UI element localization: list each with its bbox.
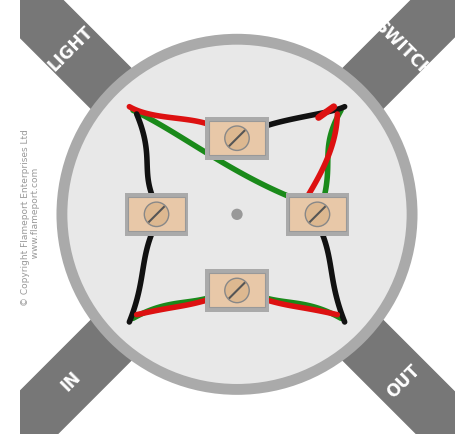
FancyBboxPatch shape: [209, 274, 265, 308]
FancyBboxPatch shape: [125, 194, 188, 236]
Polygon shape: [328, 306, 474, 434]
Circle shape: [225, 279, 249, 303]
FancyBboxPatch shape: [286, 194, 349, 236]
Circle shape: [56, 35, 418, 395]
Text: IN: IN: [57, 367, 84, 394]
FancyBboxPatch shape: [205, 270, 269, 312]
Text: SWITCH: SWITCH: [371, 16, 436, 82]
Circle shape: [144, 203, 169, 227]
Circle shape: [231, 209, 243, 220]
Circle shape: [305, 203, 330, 227]
FancyBboxPatch shape: [209, 122, 265, 156]
FancyBboxPatch shape: [128, 198, 185, 232]
Text: OUT: OUT: [383, 360, 423, 401]
Circle shape: [225, 127, 249, 151]
Text: LIGHT: LIGHT: [45, 23, 97, 75]
Circle shape: [67, 46, 407, 384]
Polygon shape: [0, 0, 146, 124]
FancyBboxPatch shape: [289, 198, 346, 232]
Text: © Copyright Flameport Enterprises Ltd
   www.flameport.com: © Copyright Flameport Enterprises Ltd ww…: [21, 129, 40, 305]
FancyBboxPatch shape: [205, 118, 269, 160]
Polygon shape: [328, 0, 474, 124]
Polygon shape: [0, 306, 146, 434]
